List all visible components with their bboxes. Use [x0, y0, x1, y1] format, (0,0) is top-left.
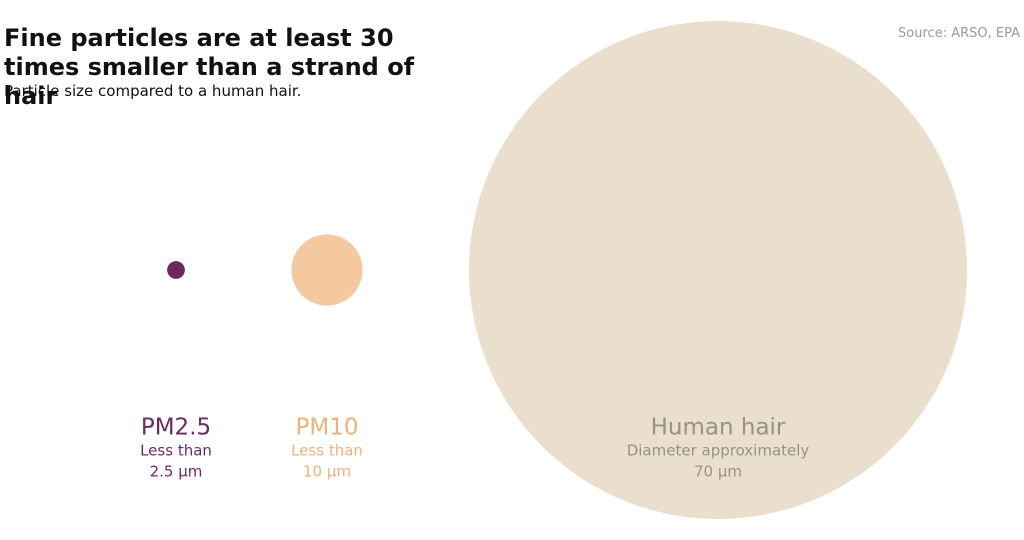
category-label: PM10: [296, 415, 359, 441]
source: Source: ARSO, EPA: [898, 26, 1020, 41]
chart-title: Fine particles are at least 30 times sma…: [4, 24, 415, 110]
size-circle: [469, 21, 967, 519]
description-label: Less than: [291, 442, 363, 460]
category-label: Human hair: [651, 415, 786, 441]
size-circle: [167, 261, 185, 279]
chart-subtitle: Particle size compared to a human hair.: [4, 82, 302, 100]
description-label: Diameter approximately: [627, 442, 810, 460]
value-label: 2.5 µm: [150, 463, 203, 481]
size-circle: [291, 234, 363, 306]
value-label: 10 µm: [303, 463, 351, 481]
value-label: 70 µm: [694, 463, 742, 481]
description-label: Less than: [140, 442, 212, 460]
category-label: PM2.5: [141, 415, 211, 441]
